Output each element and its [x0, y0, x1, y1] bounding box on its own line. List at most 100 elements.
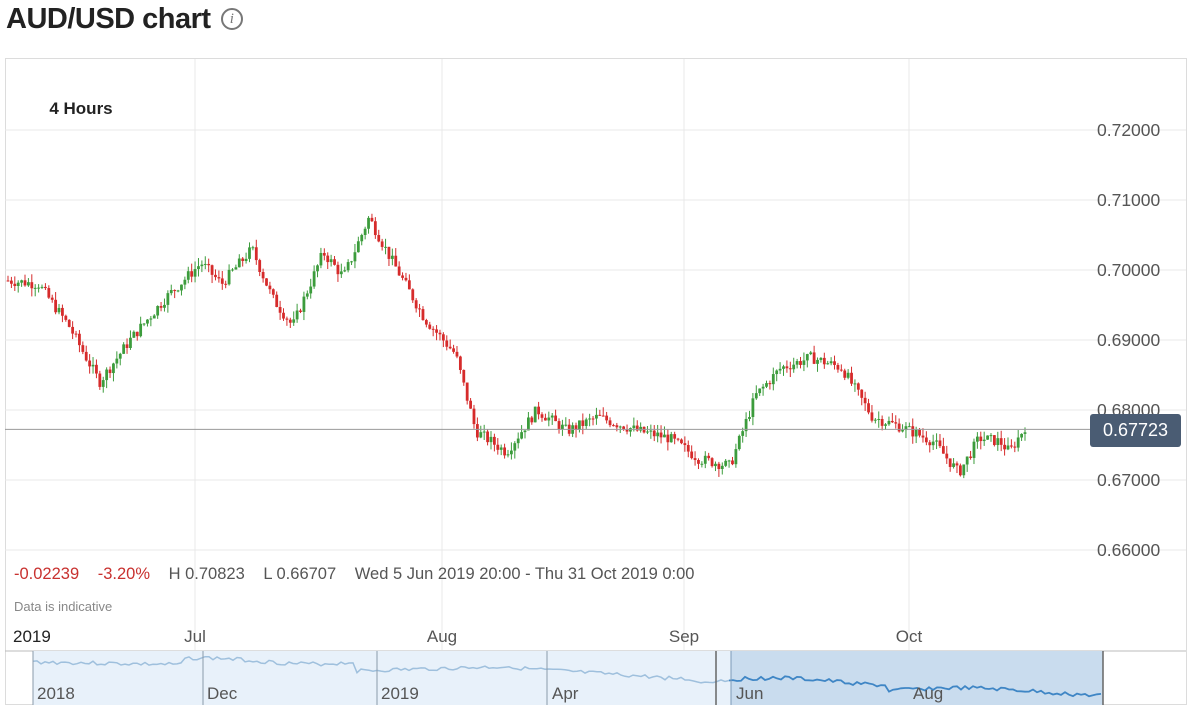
candle-body — [601, 415, 605, 417]
candle-body — [744, 418, 748, 432]
candle-body — [173, 290, 177, 292]
candle-body — [918, 429, 921, 436]
candle-body — [71, 326, 75, 334]
candle-body — [897, 423, 901, 432]
candlesticks — [6, 213, 1027, 479]
candle-body — [435, 329, 438, 333]
candle-body — [816, 359, 819, 364]
x-tick-label: 2019 — [13, 627, 51, 646]
candle-body — [833, 361, 836, 365]
candle-body — [458, 356, 462, 370]
candle-body — [996, 438, 1000, 446]
candle-body — [394, 255, 398, 267]
candle-body — [333, 259, 336, 265]
candle-body — [132, 331, 136, 338]
candle-body — [938, 440, 942, 447]
candle-body — [1020, 433, 1023, 438]
navigator-label: Aug — [913, 684, 943, 703]
candle-body — [564, 424, 568, 426]
candle-body — [697, 460, 700, 464]
candle-body — [407, 280, 411, 290]
candle-body — [37, 287, 41, 289]
candle-body — [639, 426, 643, 431]
candle-body — [506, 454, 510, 456]
candle-body — [846, 372, 850, 378]
candle-body — [10, 280, 13, 284]
candle-body — [965, 456, 969, 465]
candle-body — [632, 425, 636, 429]
candle-body — [401, 275, 404, 278]
x-tick-label: Sep — [669, 627, 699, 646]
candle-body — [1013, 446, 1017, 448]
candle-body — [931, 441, 935, 446]
candle-body — [761, 386, 765, 389]
candle-body — [169, 290, 173, 294]
candle-body — [544, 417, 547, 421]
candle-body — [346, 262, 350, 271]
interval-selector[interactable]: 4 Hours — [32, 90, 130, 128]
y-tick-label: 0.69000 — [1097, 330, 1161, 350]
candle-body — [462, 369, 466, 383]
candle-body — [703, 455, 707, 464]
candle-body — [118, 353, 122, 359]
candle-body — [557, 421, 561, 430]
candle-body — [78, 333, 81, 346]
candle-body — [292, 319, 296, 323]
candle-body — [870, 412, 874, 421]
candle-body — [812, 352, 816, 364]
candle-body — [1016, 437, 1020, 448]
candle-body — [180, 284, 183, 291]
candle-body — [258, 260, 262, 273]
candle-body — [146, 319, 149, 324]
candle-body — [135, 331, 139, 337]
candle-body — [397, 266, 401, 276]
candle-body — [955, 463, 959, 466]
candle-body — [839, 369, 843, 371]
candle-body — [649, 430, 653, 432]
candle-body — [785, 366, 789, 369]
candle-body — [421, 309, 425, 321]
candle-body — [523, 430, 527, 433]
candle-body — [448, 346, 452, 349]
candle-body — [465, 382, 469, 401]
candle-body — [860, 389, 864, 398]
candle-body — [999, 438, 1003, 445]
candle-body — [819, 357, 823, 360]
candle-body — [452, 348, 455, 352]
candle-body — [914, 429, 918, 437]
candle-body — [986, 435, 989, 440]
candle-body — [673, 434, 677, 439]
candle-body — [836, 364, 840, 370]
candle-body — [479, 432, 483, 438]
change-percent: -3.20% — [97, 565, 151, 583]
candle-body — [554, 415, 558, 422]
candle-body — [795, 361, 799, 365]
candle-body — [47, 288, 51, 298]
candle-body — [210, 265, 214, 275]
candle-body — [384, 246, 387, 248]
candle-body — [941, 446, 945, 454]
candle-body — [67, 319, 71, 327]
candle-body — [714, 463, 717, 467]
info-icon[interactable]: i — [220, 8, 243, 30]
candle-body — [271, 289, 275, 295]
candle-body — [788, 368, 792, 370]
candle-body — [50, 297, 54, 300]
candle-body — [952, 463, 955, 467]
chart-title: AUD/USD chart i — [6, 0, 243, 38]
candle-body — [190, 271, 194, 277]
candle-body — [64, 315, 68, 320]
candle-body — [778, 368, 782, 371]
candle-body — [265, 278, 268, 286]
data-note: Data is indicative — [14, 599, 113, 614]
candle-body — [428, 324, 432, 329]
navigator-label: Jun — [736, 684, 763, 703]
candle-body — [612, 425, 615, 427]
candle-body — [305, 293, 309, 297]
low-value: L 0.66707 — [263, 565, 337, 583]
candle-body — [353, 252, 357, 262]
candle-body — [316, 265, 319, 272]
candle-body — [350, 261, 353, 263]
candle-body — [496, 444, 500, 450]
